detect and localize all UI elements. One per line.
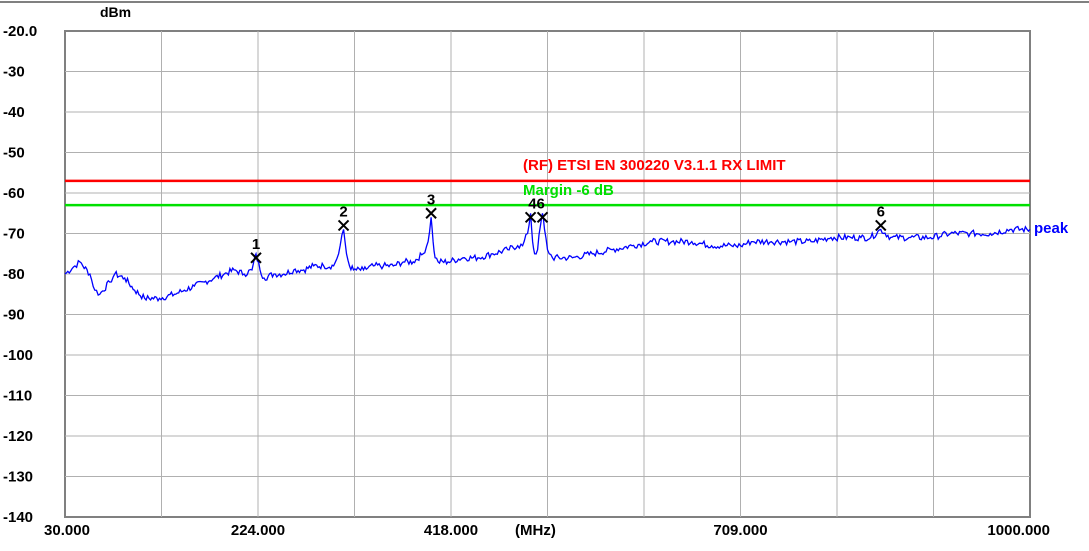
y-tick-label: -60 bbox=[3, 185, 25, 202]
x-axis-unit: (MHz) bbox=[515, 522, 556, 539]
grid bbox=[65, 31, 1030, 517]
marker-x-icon bbox=[337, 219, 350, 232]
marker-1: 1 bbox=[250, 236, 262, 264]
marker-3: 3 bbox=[425, 191, 437, 219]
margin-line-label: Margin -6 dB bbox=[523, 182, 614, 199]
y-tick-label: -140 bbox=[3, 509, 33, 526]
x-axis-tick-labels: 30.000 224.000 418.000 709.000 1000.000 bbox=[44, 522, 1050, 539]
limit-line-label: (RF) ETSI EN 300220 V3.1.1 RX LIMIT bbox=[523, 157, 786, 174]
markers: 1 2 3 6 46 bbox=[250, 191, 887, 264]
marker-x-icon bbox=[536, 211, 549, 224]
y-tick-label: -90 bbox=[3, 307, 25, 324]
y-tick-label: -120 bbox=[3, 428, 33, 445]
marker-group-label: 46 bbox=[528, 195, 545, 212]
x-tick-label: 418.000 bbox=[424, 522, 478, 539]
y-axis-unit: dBm bbox=[100, 4, 131, 20]
y-tick-label: -70 bbox=[3, 226, 25, 243]
marker-x-icon bbox=[524, 211, 537, 224]
y-tick-label: -80 bbox=[3, 266, 25, 283]
y-tick-label: -110 bbox=[3, 388, 32, 405]
x-tick-label: 30.000 bbox=[44, 522, 90, 539]
y-tick-label: -20.0 bbox=[3, 23, 37, 40]
marker-x-icon bbox=[875, 219, 887, 232]
y-axis-tick-labels: -20.0 -30 -40 -50 -60 -70 -80 -90 -100 -110 -120 -1… bbox=[3, 23, 37, 526]
peak-trace-label: peak bbox=[1034, 220, 1069, 237]
x-tick-label: 224.000 bbox=[231, 522, 285, 539]
marker-label: 6 bbox=[877, 203, 885, 220]
y-tick-label: -50 bbox=[3, 145, 25, 162]
y-tick-label: -30 bbox=[3, 64, 25, 81]
marker-6: 6 bbox=[875, 203, 887, 232]
marker-label: 1 bbox=[252, 236, 260, 253]
marker-5 bbox=[536, 211, 549, 224]
peak-trace-line bbox=[64, 213, 1031, 303]
y-tick-label: -40 bbox=[3, 104, 25, 121]
marker-label: 3 bbox=[427, 191, 435, 208]
y-tick-label: -130 bbox=[3, 469, 33, 486]
x-tick-label: 709.000 bbox=[713, 522, 767, 539]
y-tick-label: -100 bbox=[3, 347, 33, 364]
marker-2: 2 bbox=[337, 203, 350, 232]
x-tick-label: 1000.000 bbox=[987, 522, 1050, 539]
marker-label: 2 bbox=[339, 203, 347, 220]
marker-x-icon bbox=[250, 252, 262, 264]
marker-x-icon bbox=[425, 207, 437, 219]
marker-4 bbox=[524, 211, 537, 224]
